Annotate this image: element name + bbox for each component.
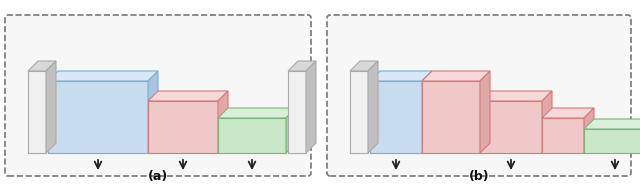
- Polygon shape: [148, 71, 158, 153]
- Polygon shape: [28, 61, 56, 71]
- Polygon shape: [584, 119, 640, 129]
- Polygon shape: [46, 61, 56, 153]
- Polygon shape: [542, 91, 552, 153]
- Polygon shape: [480, 91, 552, 101]
- Polygon shape: [148, 101, 218, 153]
- Polygon shape: [288, 61, 316, 71]
- Polygon shape: [422, 81, 480, 153]
- Polygon shape: [350, 71, 368, 153]
- Polygon shape: [288, 71, 306, 153]
- Polygon shape: [218, 108, 296, 118]
- Polygon shape: [368, 61, 378, 153]
- Polygon shape: [48, 71, 158, 81]
- Polygon shape: [148, 91, 228, 101]
- Polygon shape: [542, 108, 594, 118]
- Polygon shape: [286, 108, 296, 153]
- Polygon shape: [542, 118, 584, 153]
- Polygon shape: [370, 81, 422, 153]
- Polygon shape: [28, 71, 46, 153]
- Text: (a): (a): [148, 170, 168, 183]
- Polygon shape: [422, 71, 432, 153]
- Polygon shape: [584, 129, 640, 153]
- Polygon shape: [48, 81, 148, 153]
- Polygon shape: [584, 108, 594, 153]
- Polygon shape: [218, 118, 286, 153]
- Text: (b): (b): [468, 170, 490, 183]
- Polygon shape: [306, 61, 316, 153]
- FancyBboxPatch shape: [327, 15, 631, 176]
- Polygon shape: [218, 91, 228, 153]
- Polygon shape: [370, 71, 432, 81]
- Polygon shape: [350, 61, 378, 71]
- Polygon shape: [480, 71, 490, 153]
- FancyBboxPatch shape: [5, 15, 311, 176]
- Polygon shape: [422, 71, 490, 81]
- Polygon shape: [480, 101, 542, 153]
